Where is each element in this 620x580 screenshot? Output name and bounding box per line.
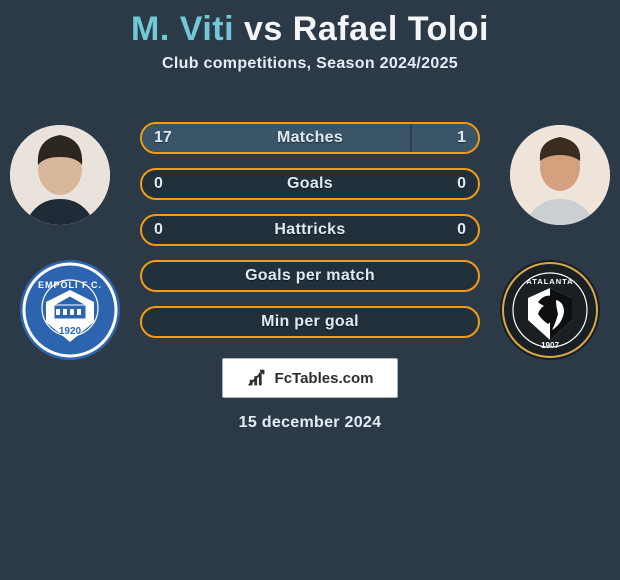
- stat-row-matches: 17 Matches 1: [140, 122, 480, 154]
- stat-label: Min per goal: [142, 308, 478, 336]
- stat-label: Goals per match: [142, 262, 478, 290]
- person-icon: [510, 125, 610, 225]
- comparison-title: M. Viti vs Rafael Toloi: [0, 0, 620, 49]
- source-brand-link[interactable]: FcTables.com: [222, 358, 398, 398]
- source-brand-text: FcTables.com: [275, 370, 374, 387]
- title-player1: M. Viti: [131, 10, 234, 48]
- stat-value-right: 1: [457, 124, 466, 152]
- stat-row-min-per-goal: Min per goal: [140, 306, 480, 338]
- player1-photo: [10, 125, 110, 225]
- title-player2: Rafael Toloi: [293, 10, 489, 48]
- stat-label: Matches: [142, 124, 478, 152]
- person-icon: [10, 125, 110, 225]
- player2-club-crest: ATALANTA 1907: [500, 260, 600, 360]
- stat-value-right: 0: [457, 216, 466, 244]
- stats-bars: 17 Matches 1 0 Goals 0 0 Hattricks 0 Goa…: [140, 122, 480, 352]
- subtitle: Club competitions, Season 2024/2025: [0, 55, 620, 73]
- stat-row-goals: 0 Goals 0: [140, 168, 480, 200]
- snapshot-date: 15 december 2024: [0, 414, 620, 432]
- player2-photo: [510, 125, 610, 225]
- stat-label: Goals: [142, 170, 478, 198]
- crest-icon: ATALANTA 1907: [500, 260, 600, 360]
- stat-row-goals-per-match: Goals per match: [140, 260, 480, 292]
- stat-row-hattricks: 0 Hattricks 0: [140, 214, 480, 246]
- stat-label: Hattricks: [142, 216, 478, 244]
- svg-text:1920: 1920: [59, 326, 82, 337]
- bar-chart-icon: [247, 367, 269, 389]
- stat-value-right: 0: [457, 170, 466, 198]
- svg-text:1907: 1907: [541, 341, 559, 350]
- svg-text:EMPOLI F.C.: EMPOLI F.C.: [38, 280, 102, 290]
- svg-text:ATALANTA: ATALANTA: [526, 277, 573, 286]
- title-vs: vs: [244, 10, 283, 48]
- player1-club-crest: EMPOLI F.C. 1920: [20, 260, 120, 360]
- crest-icon: EMPOLI F.C. 1920: [20, 260, 120, 360]
